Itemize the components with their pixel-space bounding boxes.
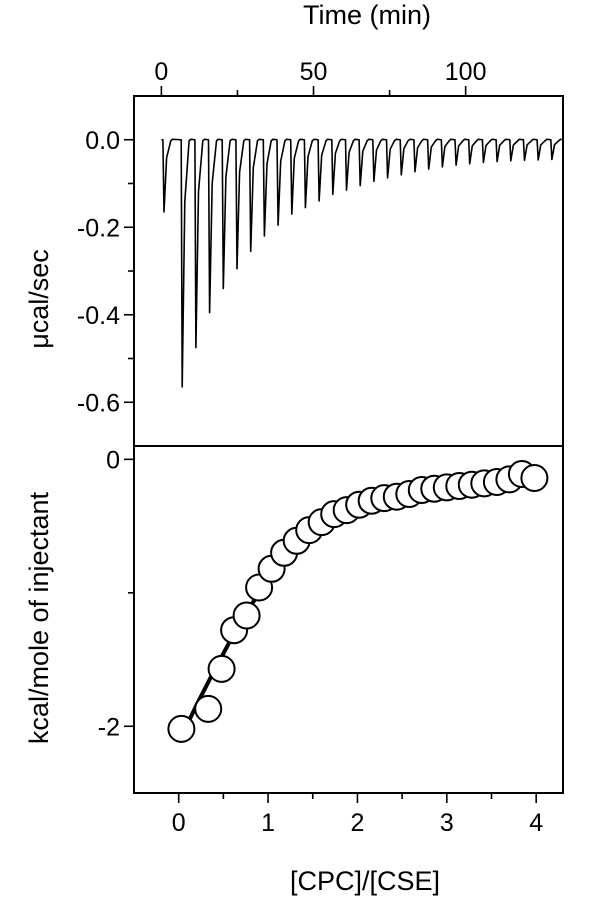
top-x-tick-label: 0 (154, 58, 168, 86)
top-y-tick-label: 0.0 (85, 127, 120, 155)
top-y-axis-title: μcal/sec (24, 249, 54, 349)
bottom-x-tick-label: 3 (440, 809, 454, 837)
top-x-tick-label: 100 (445, 58, 487, 86)
data-point (520, 464, 549, 492)
bottom-y-axis-title: kcal/mole of injectant (24, 491, 54, 744)
top-x-axis-title: Time (min) (303, 0, 431, 30)
bottom-x-tick-label: 0 (172, 809, 186, 837)
data-point (232, 601, 261, 630)
top-y-tick-label: -0.2 (77, 214, 120, 242)
data-point (167, 714, 196, 743)
top-x-tick-label: 50 (300, 58, 328, 86)
bottom-x-tick-label: 1 (261, 809, 275, 837)
bottom-panel-ticks: 0 1 2 3 4 0 -2 (98, 446, 543, 837)
bottom-panel-points (167, 460, 549, 743)
top-y-tick-label: -0.6 (77, 389, 120, 417)
top-panel-ticks: 0 50 100 0.0 -0.2 -0.4 -0.6 (77, 58, 487, 417)
bottom-x-axis-title: [CPC]/[CSE] (290, 866, 440, 896)
bottom-y-tick-label: 0 (106, 446, 120, 474)
top-panel-trace (161, 138, 563, 388)
bottom-panel-frame (133, 445, 564, 794)
bottom-x-tick-label: 2 (350, 809, 364, 837)
data-point (207, 654, 236, 683)
top-y-tick-label: -0.4 (77, 302, 120, 330)
bottom-x-tick-label: 4 (529, 809, 543, 837)
itc-raw-trace (161, 138, 563, 388)
bottom-y-tick-label: -2 (98, 713, 120, 741)
data-point (194, 694, 223, 723)
